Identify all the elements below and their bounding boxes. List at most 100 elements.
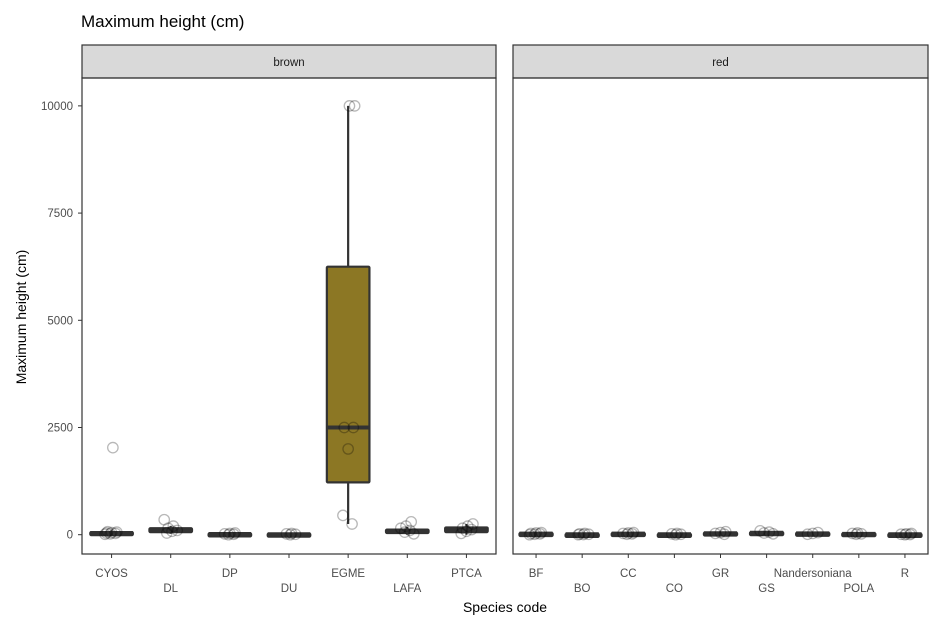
data-point	[167, 520, 180, 532]
data-point	[218, 527, 231, 540]
data-point	[895, 528, 907, 541]
data-point	[669, 528, 682, 541]
x-tick-label: DL	[163, 583, 178, 595]
data-point	[394, 522, 407, 535]
data-point	[227, 528, 240, 541]
data-point	[806, 527, 819, 540]
panel-border	[81, 77, 497, 555]
data-point	[109, 527, 122, 540]
x-tick-label: BO	[574, 583, 591, 595]
plot-layer: 0 2500 5000 7500 10000 brown CYOS DL DP DU EGME LAF…	[41, 44, 929, 595]
data-point	[455, 527, 468, 540]
x-tick-label: Nandersoniana	[774, 568, 853, 580]
y-tick-label: 2500	[47, 422, 73, 434]
data-point	[573, 527, 586, 540]
data-point	[99, 528, 111, 541]
data-point	[709, 527, 722, 540]
data-point	[461, 520, 474, 532]
data-point	[850, 528, 863, 541]
data-point	[224, 527, 236, 540]
data-point	[110, 526, 123, 538]
data-point	[100, 527, 113, 539]
data-point	[899, 528, 911, 541]
data-point	[101, 525, 114, 538]
data-point	[582, 528, 595, 541]
data-point	[851, 527, 864, 539]
data-point	[347, 421, 360, 434]
data-point	[530, 527, 542, 539]
data-point	[617, 527, 629, 540]
x-tick-label: EGME	[331, 568, 365, 580]
data-point	[719, 525, 732, 538]
data-point	[348, 100, 361, 112]
data-point	[714, 526, 727, 539]
x-tick-label: CYOS	[95, 568, 128, 580]
data-point	[346, 518, 358, 530]
x-tick-label: LAFA	[393, 583, 421, 595]
facet-strip-label: brown	[273, 57, 304, 69]
data-point	[166, 525, 178, 538]
data-point	[404, 524, 416, 537]
data-point	[523, 528, 536, 541]
x-tick-label: GR	[712, 568, 729, 580]
x-tick-label: R	[901, 568, 909, 580]
data-point	[627, 526, 640, 539]
y-tick-label: 10000	[41, 101, 73, 113]
data-point	[900, 527, 913, 540]
x-axis-title: Species code	[463, 599, 547, 615]
data-point	[718, 528, 731, 541]
panel-border	[512, 77, 929, 555]
data-point	[763, 526, 776, 538]
data-point	[460, 525, 473, 538]
data-point	[621, 528, 633, 541]
box	[325, 265, 371, 484]
data-point	[535, 526, 548, 539]
chart-title: Maximum height (cm)	[81, 12, 244, 31]
data-point	[337, 509, 349, 522]
data-point	[289, 528, 302, 541]
data-point	[801, 528, 814, 541]
data-point	[465, 523, 478, 536]
data-point	[405, 515, 418, 528]
data-point	[855, 527, 868, 540]
data-point	[343, 100, 356, 112]
data-point	[284, 528, 297, 541]
data-point	[398, 526, 411, 538]
data-point	[665, 527, 678, 540]
data-point	[229, 527, 241, 539]
data-point	[222, 528, 235, 541]
data-point	[407, 527, 420, 540]
y-axis-title: Maximum height (cm)	[13, 250, 29, 385]
data-point	[905, 527, 918, 540]
data-point	[846, 527, 859, 540]
data-point	[812, 526, 824, 539]
data-point	[456, 522, 469, 535]
data-point	[572, 528, 585, 541]
data-point	[171, 524, 184, 537]
data-point	[534, 527, 546, 540]
data-point	[758, 527, 770, 539]
data-point	[577, 528, 590, 541]
x-tick-label: GS	[758, 583, 775, 595]
data-point	[626, 527, 639, 540]
data-point	[904, 528, 916, 541]
data-point	[525, 527, 537, 540]
data-point	[767, 527, 779, 540]
data-point	[578, 527, 591, 540]
data-point	[400, 520, 412, 532]
data-point	[467, 518, 479, 530]
x-tick-label: DU	[281, 583, 298, 595]
data-point	[622, 527, 635, 539]
data-point	[754, 524, 766, 537]
data-point	[107, 441, 119, 454]
data-point	[162, 522, 174, 535]
data-point	[675, 528, 687, 541]
x-tick-label: DP	[222, 568, 238, 580]
x-tick-label: POLA	[843, 583, 874, 595]
data-point	[285, 527, 298, 540]
data-point	[104, 527, 117, 540]
x-tick-label: CC	[620, 568, 637, 580]
data-point	[280, 527, 293, 540]
y-tick-label: 5000	[47, 315, 73, 327]
